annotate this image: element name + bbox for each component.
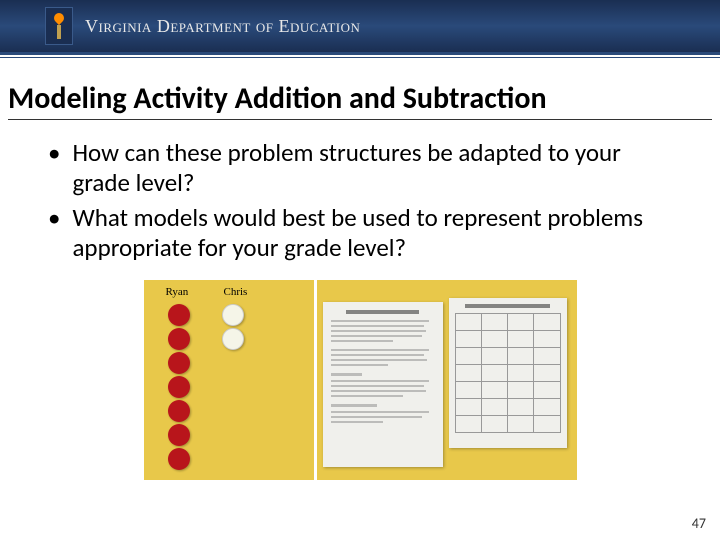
- worksheet-table: [449, 298, 567, 448]
- counter-red: [168, 328, 190, 350]
- fake-heading: [465, 304, 550, 308]
- counter-red: [168, 376, 190, 398]
- page-number: 47: [692, 515, 706, 532]
- list-item: • What models would best be used to repr…: [48, 203, 680, 262]
- list-item: • How can these problem structures be ad…: [48, 138, 680, 197]
- counter-red: [168, 448, 190, 470]
- photo-worksheets: [317, 280, 577, 480]
- counter-white: [222, 328, 244, 350]
- torch-handle-icon: [57, 25, 61, 39]
- counter-red: [168, 352, 190, 374]
- counter-column-chris: [222, 304, 244, 350]
- flame-icon: [52, 11, 66, 25]
- bullet-icon: •: [48, 138, 60, 197]
- label-chris: Chris: [224, 286, 248, 298]
- worksheet-text: [323, 302, 443, 467]
- header-band: Virginia Department of Education: [0, 0, 720, 52]
- bullet-text: What models would best be used to repres…: [72, 203, 680, 262]
- bullet-list: • How can these problem structures be ad…: [48, 138, 680, 262]
- counter-red: [168, 400, 190, 422]
- bullet-icon: •: [48, 203, 60, 262]
- photo-row: Ryan Chris: [0, 280, 720, 480]
- photo-counters: Ryan Chris: [144, 280, 314, 480]
- bullet-text: How can these problem structures be adap…: [72, 138, 680, 197]
- slide-title: Modeling Activity Addition and Subtracti…: [8, 80, 712, 120]
- fake-heading: [346, 310, 419, 314]
- counter-red: [168, 424, 190, 446]
- counter-red: [168, 304, 190, 326]
- counter-column-ryan: [168, 304, 190, 470]
- org-name: Virginia Department of Education: [85, 16, 360, 37]
- counter-white: [222, 304, 244, 326]
- label-ryan: Ryan: [166, 286, 189, 298]
- fake-table: [455, 313, 561, 433]
- header-rule-thin: [0, 57, 720, 58]
- header-rule: [0, 52, 720, 55]
- torch-logo: [45, 7, 73, 45]
